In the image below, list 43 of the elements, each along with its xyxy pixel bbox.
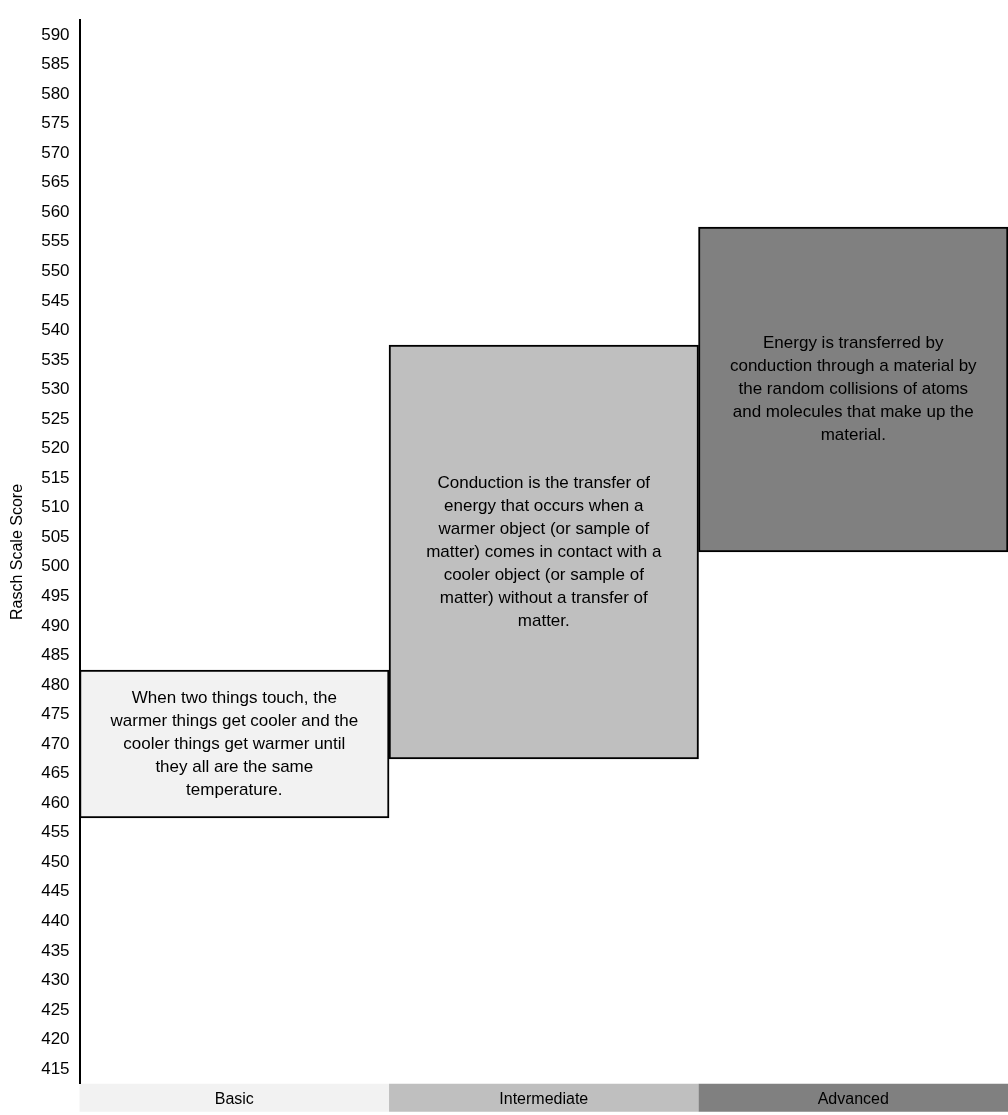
y-tick-label: 505 bbox=[41, 526, 70, 546]
x-tick-label: Basic bbox=[214, 1089, 254, 1107]
y-tick-label: 445 bbox=[41, 881, 70, 901]
annotation: Energy is transferred by conduction through a material by the random collisions of atoms and molecules that make up the material. bbox=[729, 333, 978, 445]
y-tick-label: 485 bbox=[41, 645, 70, 665]
y-tick-label: 590 bbox=[41, 24, 70, 44]
y-tick-label: 515 bbox=[41, 467, 70, 487]
y-tick-label: 540 bbox=[41, 320, 70, 340]
y-tick-label: 510 bbox=[41, 497, 70, 517]
y-tick-label: 435 bbox=[41, 940, 70, 960]
y-tick-label: 465 bbox=[41, 763, 70, 783]
y-tick-label: 575 bbox=[41, 113, 70, 133]
y-tick-label: 500 bbox=[41, 556, 70, 576]
y-tick-label: 495 bbox=[41, 586, 70, 605]
y-tick-label: 530 bbox=[41, 379, 70, 399]
y-tick-label: 480 bbox=[41, 674, 70, 694]
x-tick-label: Advanced bbox=[817, 1089, 889, 1107]
y-tick-label: 470 bbox=[41, 733, 70, 753]
y-tick-label: 420 bbox=[41, 1029, 70, 1049]
y-tick-label: 415 bbox=[41, 1058, 70, 1078]
y-tick-label: 565 bbox=[41, 172, 70, 192]
y-tick-label: 570 bbox=[41, 142, 70, 162]
y-tick-label: 490 bbox=[41, 615, 70, 635]
x-tick-label: Intermediate bbox=[499, 1089, 589, 1107]
y-tick-label: 585 bbox=[41, 54, 70, 74]
annotation: Conduction is the transfer of energy that occurs when a warmer object (or sample of matter) comes in contact with a cooler object (or sample of matter) without a transfer of matter. bbox=[426, 472, 662, 630]
y-tick-label: 580 bbox=[41, 83, 70, 103]
y-tick-label: 425 bbox=[41, 999, 70, 1019]
y-tick-label: 475 bbox=[41, 704, 70, 724]
y-tick-label: 450 bbox=[41, 851, 70, 871]
y-tick-label: 560 bbox=[41, 201, 70, 221]
y-tick-label: 440 bbox=[41, 910, 70, 930]
y-tick-label: 455 bbox=[41, 822, 70, 842]
y-tick-label: 520 bbox=[41, 438, 70, 458]
y-tick-label: 535 bbox=[41, 349, 70, 369]
annotation: When two things touch, the warmer things get cooler and the cooler things get warmer until they all are the same temperature. bbox=[109, 687, 359, 799]
y-tick-label: 460 bbox=[41, 792, 70, 812]
y-tick-label: 555 bbox=[41, 231, 70, 251]
y-tick-label: 545 bbox=[41, 290, 70, 310]
y-axis-title: Rasch Scale Score bbox=[8, 483, 26, 621]
y-tick-label: 430 bbox=[41, 970, 70, 990]
y-tick-label: 525 bbox=[41, 408, 70, 428]
y-tick-label: 550 bbox=[41, 261, 70, 281]
